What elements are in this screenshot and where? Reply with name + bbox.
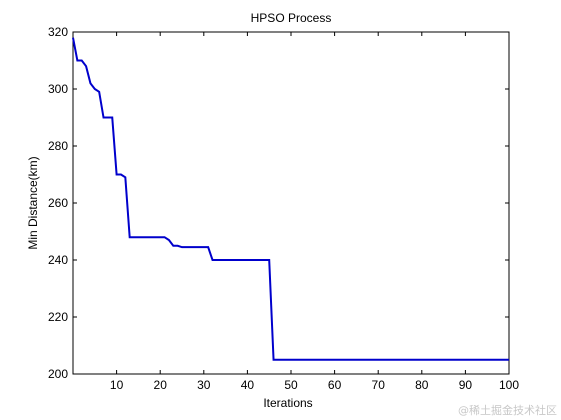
chart-title: HPSO Process bbox=[251, 11, 332, 25]
x-tick-label: 30 bbox=[197, 378, 211, 392]
watermark-text: @稀土掘金技术社区 bbox=[458, 404, 557, 417]
x-axis-label: Iterations bbox=[263, 396, 312, 410]
axis-ticks: 10 20 30 40 50 60 70 80 90 100 200 220 240 260 280 300 3… bbox=[48, 25, 519, 392]
y-tick-label: 260 bbox=[48, 196, 68, 210]
data-series bbox=[72, 37, 509, 361]
plot-area bbox=[72, 31, 510, 375]
x-tick-label: 20 bbox=[154, 378, 168, 392]
x-tick-label: 90 bbox=[459, 378, 473, 392]
y-tick-label: 200 bbox=[48, 367, 68, 381]
y-tick-label: 320 bbox=[48, 25, 68, 39]
x-tick-label: 40 bbox=[241, 378, 255, 392]
series-line bbox=[72, 37, 509, 361]
y-axis-label: Min Distance(km) bbox=[26, 156, 40, 249]
x-tick-label: 50 bbox=[284, 378, 298, 392]
y-tick-label: 280 bbox=[48, 139, 68, 153]
x-tick-label: 60 bbox=[328, 378, 342, 392]
x-tick-label: 80 bbox=[415, 378, 429, 392]
y-tick-label: 300 bbox=[48, 82, 68, 96]
x-tick-label: 70 bbox=[372, 378, 386, 392]
x-tick-label: 100 bbox=[499, 378, 519, 392]
y-tick-label: 220 bbox=[48, 310, 68, 324]
y-tick-label: 240 bbox=[48, 253, 68, 267]
x-tick-label: 10 bbox=[110, 378, 124, 392]
